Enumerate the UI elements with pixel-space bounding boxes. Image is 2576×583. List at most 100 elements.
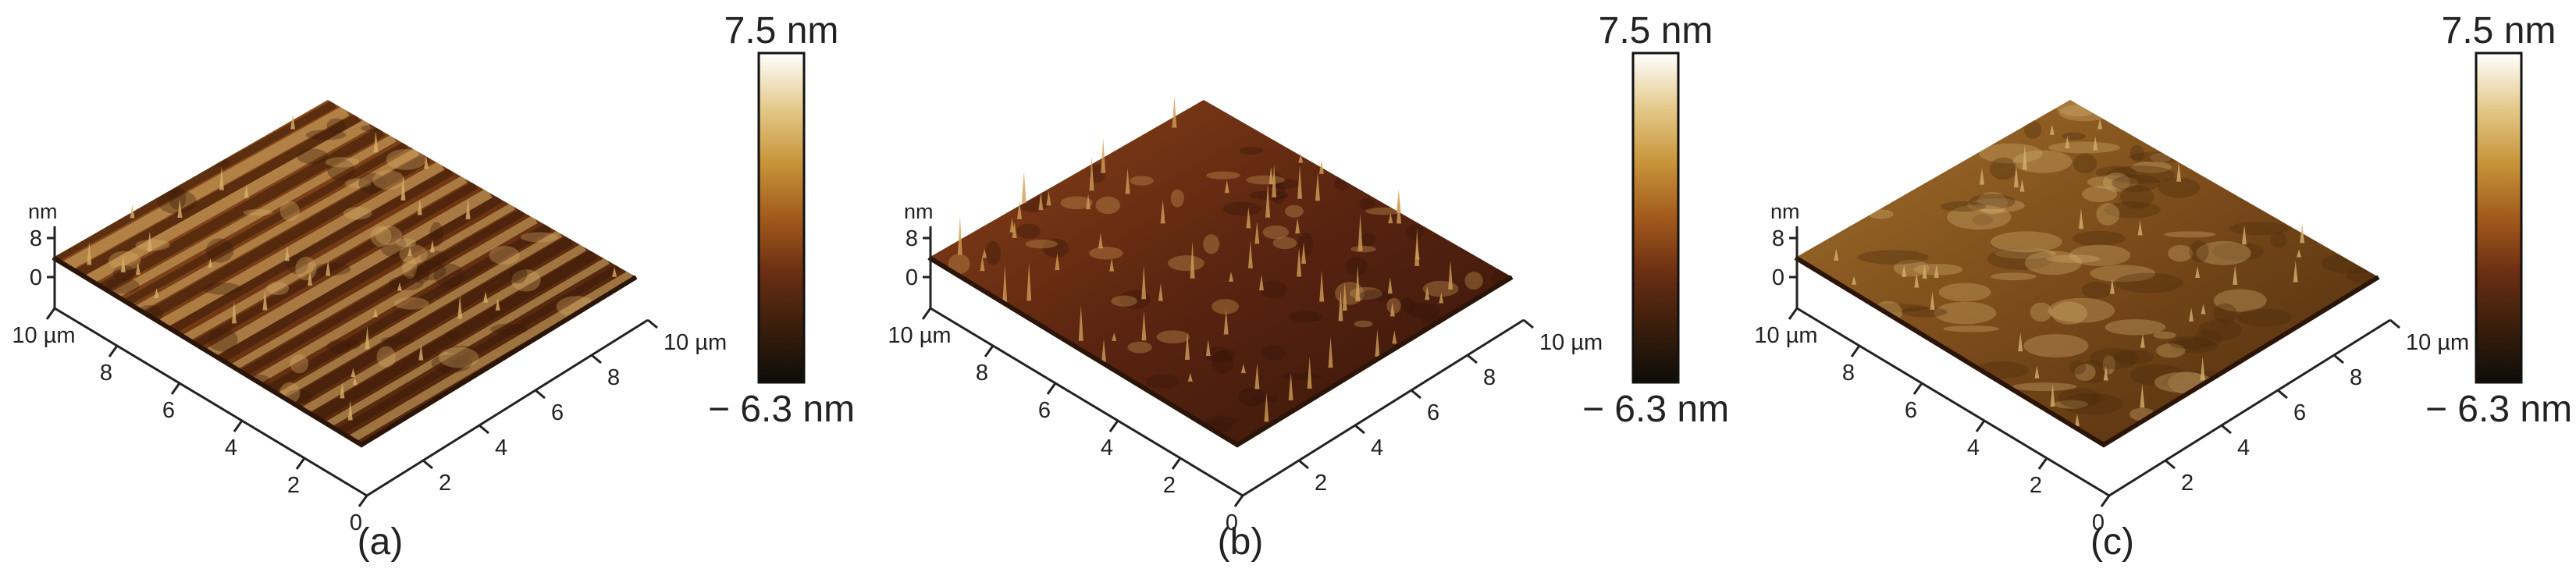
colorbar-min-label: − 6.3 nm (2425, 389, 2572, 430)
z-tick-label: 8 (906, 226, 918, 251)
z-tick-label: 0 (1772, 265, 1784, 290)
y-tick (1850, 345, 1861, 357)
colorbar-gradient (2476, 53, 2521, 382)
panel-label: (a) (358, 521, 404, 563)
x-tick-label: 8 (1483, 365, 1496, 390)
x-tick (1298, 459, 1309, 470)
x-tick-label: 6 (1427, 400, 1439, 425)
y-tick (984, 345, 994, 357)
surface-a (52, 100, 638, 448)
colorbar-max-label: 7.5 nm (1599, 10, 1713, 52)
panel-c: nm 8 0 10 µm 8 6 4 2 0 2 4 6 8 10 µm 7.5 nm − 6.3 nm (c) (1754, 10, 2572, 563)
x-tick (535, 389, 546, 400)
y-tick-label: 8 (100, 361, 112, 386)
x-tick (479, 424, 489, 435)
y-tick (358, 495, 368, 507)
x-tick (2333, 354, 2344, 364)
surface-plane (1795, 100, 2379, 445)
x-tick-label: 2 (2181, 471, 2194, 496)
colorbar-c: 7.5 nm − 6.3 nm (2425, 10, 2572, 430)
z-axis-unit: nm (904, 200, 934, 223)
y-tick-label: 8 (976, 361, 988, 386)
panel-a: nm 8 0 10 µm 8 6 4 2 0 2 4 6 8 10 µm 7.5 nm − 6.3 nm (a) (12, 10, 855, 563)
z-tick-label: 0 (30, 265, 42, 290)
colorbar-min-label: − 6.3 nm (708, 389, 855, 430)
x-tick-label: 2 (439, 471, 451, 496)
axes-a: nm 8 0 10 µm 8 6 4 2 0 2 4 6 8 10 µm (12, 200, 727, 535)
y-tick (295, 457, 306, 470)
x-tick (2221, 424, 2232, 435)
x-tick (591, 354, 602, 364)
y-tick (1975, 420, 1986, 432)
y-tick-label: 6 (162, 398, 175, 423)
x-tick (2389, 318, 2400, 329)
y-tick-label: 2 (287, 473, 300, 498)
x-tick (1467, 354, 1478, 364)
x-tick-label: 6 (551, 400, 564, 425)
x-tick (647, 318, 658, 329)
x-tick (2165, 459, 2176, 470)
x-tick-label: 6 (2293, 400, 2306, 425)
colorbar-b: 7.5 nm − 6.3 nm (1582, 10, 1729, 430)
y-tick (2037, 457, 2048, 470)
y-tick-label: 6 (1905, 398, 1917, 423)
surface-edge (52, 255, 638, 448)
y-tick (1046, 382, 1057, 395)
z-tick-label: 0 (906, 265, 918, 290)
x-tick (2277, 389, 2288, 400)
x-tick-label: 2 (1315, 471, 1327, 496)
x-tick-label: 8 (607, 365, 620, 390)
surface-plane (929, 100, 1512, 445)
y-tick-label: 4 (1967, 435, 1980, 460)
colorbar-max-label: 7.5 nm (2442, 10, 2556, 52)
x-tick-label: 4 (1371, 435, 1383, 460)
y-tick-label: 0 (2092, 510, 2105, 535)
colorbar-frame (2475, 52, 2523, 384)
y-tick (45, 307, 56, 320)
z-tick-label: 8 (30, 226, 42, 251)
axes-c: nm 8 0 10 µm 8 6 4 2 0 2 4 6 8 10 µm (1754, 200, 2469, 535)
colorbar-max-label: 7.5 nm (724, 10, 839, 52)
y-tick-label: 8 (1842, 361, 1855, 386)
y-tick (1912, 382, 1923, 395)
y-tick-label: 4 (1101, 435, 1113, 460)
y-tick (1233, 495, 1244, 507)
y-tick (1108, 420, 1119, 432)
y-tick (108, 345, 119, 357)
y-tick (2100, 495, 2111, 507)
colorbar-min-label: − 6.3 nm (1582, 389, 1729, 430)
y-tick-label: 6 (1038, 398, 1051, 423)
x-tick (1411, 389, 1421, 400)
panel-label: (b) (1218, 521, 1264, 563)
y-tick-label: 10 µm (12, 323, 75, 348)
colorbar-frame (1631, 52, 1680, 384)
surface-edge (927, 255, 1514, 448)
panel-label: (c) (2090, 521, 2134, 563)
colorbar-gradient (1633, 53, 1678, 382)
axes-b: nm 8 0 10 µm 8 6 4 2 0 2 4 6 8 10 µm (888, 200, 1603, 535)
x-tick-label: 10 µm (664, 330, 727, 355)
x-tick (1523, 318, 1534, 329)
colorbar-frame (757, 52, 806, 384)
colorbar-a: 7.5 nm − 6.3 nm (708, 10, 855, 430)
colorbar-gradient (759, 53, 804, 382)
y-tick-label: 0 (350, 510, 362, 535)
panel-b: nm 8 0 10 µm 8 6 4 2 0 2 4 6 8 10 µm 7.5 nm − 6.3 nm (b) (888, 10, 1729, 563)
y-tick-label: 4 (225, 435, 237, 460)
surface-c (1794, 100, 2380, 448)
x-tick-label: 10 µm (1539, 330, 1603, 355)
y-tick-label: 10 µm (1754, 323, 1817, 348)
x-tick-label: 4 (2237, 435, 2250, 460)
z-axis-unit: nm (1770, 200, 1800, 223)
y-tick (921, 307, 932, 320)
z-axis-unit: nm (28, 200, 58, 223)
y-tick-label: 10 µm (888, 323, 951, 348)
y-tick-label: 0 (1226, 510, 1238, 535)
y-tick-label: 2 (2030, 473, 2042, 498)
y-tick (1171, 457, 1182, 470)
y-tick-label: 2 (1163, 473, 1176, 498)
surface-edge (1794, 255, 2380, 448)
x-tick (1354, 424, 1365, 435)
x-tick-label: 8 (2350, 365, 2362, 390)
